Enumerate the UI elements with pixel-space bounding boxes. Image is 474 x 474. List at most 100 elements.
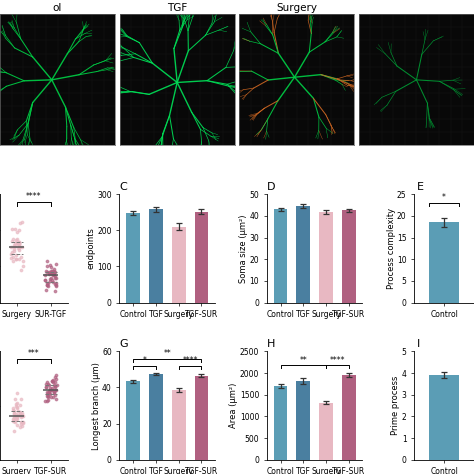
Point bbox=[51, 280, 58, 287]
Point bbox=[8, 225, 16, 233]
Point bbox=[12, 255, 19, 263]
Point bbox=[46, 277, 54, 284]
Point bbox=[46, 381, 53, 389]
Text: I: I bbox=[417, 339, 420, 349]
Point bbox=[52, 372, 59, 379]
Point bbox=[15, 239, 22, 246]
Point bbox=[10, 414, 18, 421]
Point bbox=[16, 409, 24, 417]
Point bbox=[9, 415, 17, 423]
Text: **: ** bbox=[164, 349, 171, 358]
Point bbox=[18, 420, 25, 428]
Point bbox=[12, 413, 20, 420]
Point bbox=[14, 245, 22, 252]
Point bbox=[50, 376, 57, 383]
Title: Surgery: Surgery bbox=[276, 3, 317, 13]
Point bbox=[51, 383, 58, 391]
Point bbox=[17, 423, 24, 430]
Point bbox=[42, 383, 50, 391]
Point bbox=[19, 257, 27, 264]
Point bbox=[52, 382, 59, 390]
Point bbox=[44, 279, 51, 287]
Point bbox=[13, 228, 21, 236]
Point bbox=[10, 246, 18, 253]
Point bbox=[16, 243, 23, 251]
Point bbox=[11, 246, 18, 254]
Point bbox=[14, 408, 22, 415]
Point bbox=[18, 218, 26, 226]
Point bbox=[19, 419, 27, 427]
Point bbox=[13, 414, 20, 421]
Point bbox=[42, 383, 50, 391]
Bar bbox=[319, 402, 333, 460]
Text: ****: **** bbox=[330, 356, 345, 365]
Bar bbox=[195, 376, 208, 460]
Point bbox=[51, 389, 58, 397]
Bar bbox=[172, 227, 185, 302]
Text: *: * bbox=[143, 356, 146, 365]
Point bbox=[10, 410, 18, 418]
Point bbox=[46, 261, 54, 269]
Point bbox=[15, 255, 23, 263]
Point bbox=[17, 411, 24, 419]
Text: *: * bbox=[442, 193, 446, 202]
Point bbox=[10, 427, 18, 435]
Point bbox=[19, 419, 27, 426]
Point bbox=[16, 238, 23, 246]
Point bbox=[45, 389, 52, 397]
Point bbox=[45, 388, 53, 395]
Point bbox=[12, 410, 19, 418]
Point bbox=[49, 271, 56, 279]
Point bbox=[41, 397, 48, 404]
Point bbox=[15, 238, 23, 246]
Y-axis label: Process complexity: Process complexity bbox=[387, 208, 396, 289]
Point bbox=[48, 384, 56, 392]
Point bbox=[51, 386, 59, 394]
Point bbox=[42, 380, 49, 388]
Point bbox=[47, 264, 55, 271]
Point bbox=[15, 411, 22, 419]
Point bbox=[16, 246, 23, 254]
Point bbox=[8, 254, 15, 262]
Point bbox=[44, 393, 52, 401]
Point bbox=[10, 241, 18, 249]
Point bbox=[19, 412, 27, 420]
Point bbox=[52, 268, 59, 275]
Point bbox=[51, 269, 58, 276]
Point bbox=[11, 418, 18, 426]
Point bbox=[9, 235, 17, 243]
Point bbox=[52, 375, 60, 383]
Point bbox=[8, 237, 16, 245]
Point bbox=[47, 393, 55, 401]
Point bbox=[52, 282, 59, 290]
Point bbox=[49, 267, 56, 274]
Point bbox=[10, 417, 18, 424]
Bar bbox=[429, 375, 459, 460]
Point bbox=[52, 281, 60, 289]
Bar bbox=[319, 211, 333, 302]
Point bbox=[47, 274, 55, 282]
Point bbox=[47, 386, 55, 394]
Point bbox=[18, 419, 26, 426]
Bar bbox=[127, 381, 140, 460]
Point bbox=[13, 404, 21, 411]
Point bbox=[44, 397, 51, 405]
Point bbox=[44, 257, 51, 265]
Bar bbox=[273, 210, 287, 302]
Point bbox=[43, 269, 51, 276]
Point bbox=[51, 379, 59, 386]
Point bbox=[10, 413, 18, 421]
Point bbox=[45, 269, 52, 277]
Point bbox=[41, 277, 48, 284]
Point bbox=[9, 404, 17, 411]
Y-axis label: Soma size (μm²): Soma size (μm²) bbox=[239, 214, 248, 283]
Point bbox=[14, 421, 21, 428]
Point bbox=[43, 392, 50, 400]
Point bbox=[17, 418, 24, 426]
Point bbox=[9, 257, 17, 264]
Text: ***: *** bbox=[28, 349, 40, 358]
Point bbox=[48, 276, 56, 283]
Point bbox=[15, 244, 23, 251]
Point bbox=[12, 251, 20, 259]
Point bbox=[16, 401, 23, 409]
